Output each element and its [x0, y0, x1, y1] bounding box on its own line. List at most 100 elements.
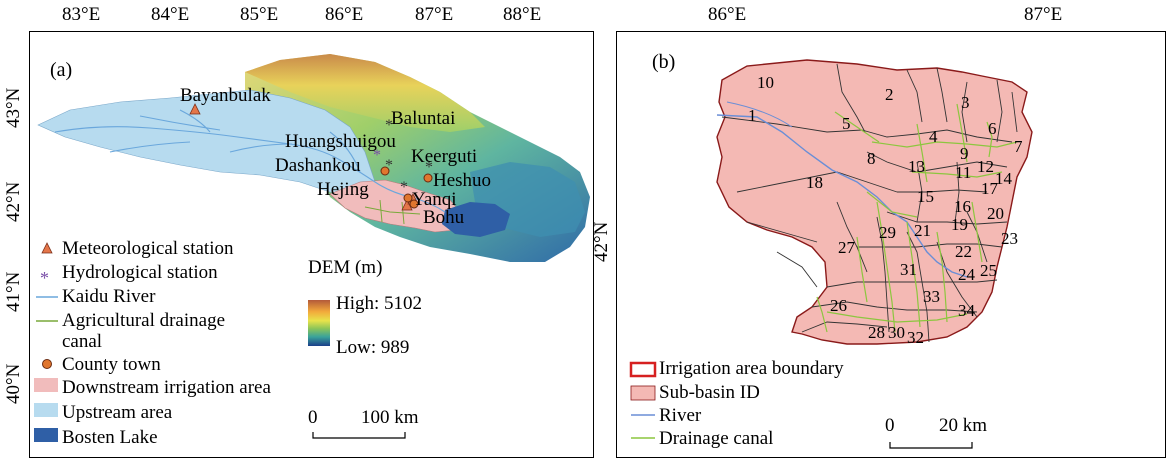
- legend-lake-label: Bosten Lake: [62, 427, 158, 448]
- subbasin-id-label: 11: [955, 163, 972, 182]
- lon-tick-88e: 88°E: [503, 4, 542, 25]
- scalebar-a-zero: 0: [308, 407, 318, 428]
- legend-hydrological-icon: *: [40, 268, 49, 288]
- place-bohu: Bohu: [423, 207, 465, 228]
- legend-boundary-label: Irrigation area boundary: [659, 358, 844, 379]
- river-b: [716, 114, 968, 278]
- subbasin-id-label: 2: [885, 85, 894, 104]
- subbasin-id-label: 29: [879, 223, 896, 242]
- county-town-icon: [423, 173, 433, 183]
- subbasin-id-label: 20: [987, 204, 1004, 223]
- hydrological-station-icon: *: [373, 147, 381, 164]
- subbasin-id-label: 16: [954, 197, 971, 216]
- subbasin-id-label: 28: [868, 323, 885, 342]
- subbasin-id-label: 30: [888, 323, 905, 342]
- scalebar-b-zero: 0: [885, 415, 895, 436]
- subbasin-id-label: 33: [923, 287, 940, 306]
- meteorological-station-icon: [189, 103, 201, 115]
- panel-a-label: (a): [50, 59, 73, 81]
- subbasin-id-label: 27: [838, 238, 855, 257]
- subbasin-id-label: 22: [955, 242, 972, 261]
- place-huangshuigou: Huangshuigou: [285, 131, 396, 152]
- drainage-canals-b: [816, 103, 1018, 333]
- subbasin-id-label: 13: [908, 157, 925, 176]
- lon-tick-87e: 87°E: [415, 4, 454, 25]
- legend-subbasin-label: Sub-basin ID: [659, 382, 760, 403]
- kaidu-river: [54, 109, 446, 213]
- subbasin-id-label: 7: [1014, 137, 1023, 156]
- subbasin-divisions: [721, 63, 1018, 343]
- scalebar-a: [312, 432, 406, 439]
- dem-low-label: Low: 989: [336, 337, 410, 358]
- subbasin-id-label: 14: [995, 169, 1012, 188]
- irrigation-area-boundary: [716, 59, 1033, 345]
- legend-river-label: Kaidu River: [62, 286, 156, 307]
- panel-a-canvas: * * * * * *: [34, 54, 590, 442]
- subbasin-id-label: 21: [914, 221, 931, 240]
- scalebar-a-distance: 100 km: [361, 407, 419, 428]
- legend-canal-label-1: Agricultural drainage: [62, 310, 226, 331]
- lon-tick-83e: 83°E: [62, 4, 101, 25]
- subbasin-id-label: 18: [806, 173, 823, 192]
- place-keerguti: Keerguti: [411, 146, 478, 167]
- lon-tick-85e: 85°E: [240, 4, 279, 25]
- panel-b-label: (b): [652, 51, 676, 73]
- hydrological-station-icon: *: [425, 159, 433, 176]
- subbasin-id-label: 3: [961, 93, 970, 112]
- subbasin-id-label: 24: [958, 265, 975, 284]
- legend-irrigation-label: Downstream irrigation area: [62, 377, 271, 398]
- place-heshuo: Heshuo: [433, 170, 492, 191]
- legend-subbasin-swatch: [630, 385, 656, 401]
- legend-county-town-label: County town: [62, 354, 161, 375]
- subbasin-id-label: 4: [929, 127, 938, 146]
- panel-b-canvas: [629, 59, 1033, 449]
- county-town-icon: [409, 199, 419, 209]
- subbasin-id-label: 8: [867, 149, 876, 168]
- hydrological-station-icon: *: [385, 157, 393, 174]
- legend-upstream-swatch: [34, 403, 58, 417]
- lon-tick-87e-b: 87°E: [1024, 4, 1063, 25]
- legend-meteorological-icon: [41, 242, 53, 254]
- place-hejing: Hejing: [317, 179, 369, 200]
- place-bayanbulak: Bayanbulak: [180, 85, 271, 106]
- subbasin-id-label: 32: [907, 328, 924, 347]
- legend-boundary-swatch: [629, 361, 657, 378]
- subbasin-id-label: 6: [988, 119, 997, 138]
- subbasin-id-label: 9: [960, 144, 969, 163]
- subbasin-id-label: 23: [1001, 229, 1018, 248]
- legend-hydrological-label: Hydrological station: [62, 262, 218, 283]
- subbasin-id-label: 26: [830, 296, 847, 315]
- subbasin-id-label: 12: [977, 157, 994, 176]
- lon-tick-86e-b: 86°E: [708, 4, 747, 25]
- drainage-canals: [364, 199, 421, 225]
- subbasin-id-label: 17: [981, 179, 998, 198]
- legend-upstream-label: Upstream area: [62, 402, 173, 423]
- panel-b-map: (b) 1 2 3 4 5 6 7 8 9 10 11 12 13 14 15 …: [616, 31, 1166, 458]
- dem-mountains: [245, 54, 485, 132]
- dem-high-label: High: 5102: [336, 293, 423, 314]
- lat-tick-43n: 43°N: [3, 87, 24, 128]
- legend-canal-label-2: canal: [62, 331, 103, 352]
- county-town-icon: [380, 166, 390, 176]
- meteorological-station-icon: [401, 199, 413, 211]
- bosten-lake: [442, 202, 510, 237]
- subbasin-id-label: 5: [842, 114, 851, 133]
- legend-meteorological-label: Meteorological station: [62, 238, 234, 259]
- county-town-icon: [403, 193, 413, 203]
- scalebar-b: [889, 442, 973, 449]
- place-yanqi: Yanqi: [412, 189, 457, 210]
- legend-river-label-b: River: [659, 405, 702, 426]
- scalebar-b-distance: 20 km: [939, 415, 988, 436]
- subbasin-id-label: 19: [951, 215, 968, 234]
- legend-lake-swatch: [34, 428, 58, 442]
- dem-colorbar: [308, 300, 330, 346]
- subbasin-id-label: 34: [958, 301, 975, 320]
- place-dashankou: Dashankou: [275, 155, 361, 176]
- legend-county-town-icon: [42, 359, 52, 369]
- river-b-upper: [726, 101, 793, 128]
- subbasin-id-label: 15: [917, 187, 934, 206]
- subbasin-id-label: 25: [980, 261, 997, 280]
- hydrological-station-icon: *: [385, 117, 393, 134]
- lat-tick-42n: 42°N: [3, 181, 24, 222]
- subbasin-id-label: 1: [748, 106, 757, 125]
